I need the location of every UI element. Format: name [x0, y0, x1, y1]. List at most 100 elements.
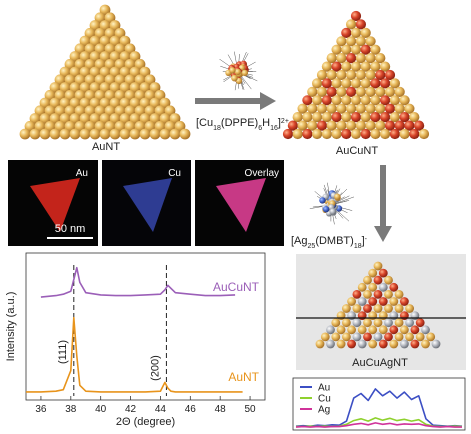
- atom: [370, 78, 381, 89]
- atom: [287, 120, 298, 131]
- atom: [94, 120, 106, 132]
- atom: [400, 297, 409, 306]
- atom: [355, 36, 366, 47]
- atom: [355, 103, 366, 114]
- atom: [320, 332, 330, 342]
- atom: [347, 339, 356, 349]
- atom: [34, 120, 46, 132]
- atom: [350, 61, 362, 72]
- atom: [336, 103, 347, 114]
- atom: [144, 105, 156, 117]
- atom: [119, 35, 131, 47]
- atom: [426, 332, 436, 342]
- atom: [341, 61, 352, 72]
- atom: [99, 35, 111, 47]
- atom: [307, 120, 318, 131]
- atom: [384, 103, 396, 114]
- atom: [312, 78, 323, 89]
- atom: [316, 69, 328, 81]
- atom: [69, 113, 81, 124]
- atom: [84, 27, 96, 39]
- atom: [321, 112, 332, 123]
- atom: [74, 89, 86, 101]
- x-tick-label: 46: [185, 404, 197, 415]
- atom: [342, 332, 351, 342]
- series-line: [40, 266, 236, 298]
- atom: [307, 86, 318, 97]
- atom: [54, 74, 66, 86]
- reagent-formula: [Cu18(DPPE)6H16]2+: [196, 117, 289, 132]
- atom: [154, 105, 166, 117]
- atom: [346, 69, 357, 81]
- series-label: AuCuNT: [213, 280, 260, 294]
- atom: [331, 78, 342, 89]
- atom: [346, 36, 357, 47]
- atom: [54, 105, 66, 117]
- atom: [375, 53, 386, 64]
- atom: [94, 105, 106, 117]
- atom: [129, 128, 141, 140]
- atom: [79, 97, 91, 109]
- atom: [394, 120, 405, 131]
- atom: [360, 44, 371, 55]
- atom: [104, 105, 116, 117]
- atom: [129, 66, 141, 78]
- atom: [129, 97, 141, 109]
- atom: [378, 339, 388, 349]
- atom: [326, 69, 337, 81]
- atom: [89, 97, 101, 109]
- atom: [297, 103, 308, 114]
- series-label: AuNT: [228, 370, 259, 384]
- atom: [360, 78, 371, 89]
- formula-part: (DPPE): [221, 117, 258, 129]
- atom: [410, 339, 420, 349]
- atom: [368, 325, 378, 335]
- atom: [109, 20, 121, 31]
- atom: [368, 268, 378, 278]
- atom: [109, 66, 121, 78]
- atom: [312, 128, 323, 140]
- atom: [34, 105, 46, 117]
- atom: [331, 112, 342, 123]
- atom: [321, 128, 332, 140]
- atom: [380, 95, 391, 106]
- atom: [129, 113, 141, 124]
- atom: [104, 27, 116, 39]
- atom: [316, 86, 328, 97]
- formula-part: [Ag: [291, 235, 308, 247]
- atom: [164, 120, 176, 132]
- atom: [326, 53, 337, 64]
- atom: [119, 82, 131, 93]
- atom: [144, 120, 156, 132]
- formula-part: (DMBT): [315, 235, 354, 247]
- atom: [159, 97, 171, 109]
- atom: [79, 128, 91, 140]
- atom: [315, 339, 325, 349]
- atom: [302, 128, 313, 140]
- atom: [380, 61, 391, 72]
- atom: [357, 297, 367, 306]
- atom: [99, 97, 111, 109]
- atom: [109, 82, 121, 93]
- atom: [134, 74, 146, 86]
- atom: [89, 66, 101, 78]
- atom: [389, 297, 399, 306]
- legend-label: Cu: [318, 394, 331, 405]
- eds-label: Au: [76, 168, 88, 179]
- atom: [357, 282, 367, 292]
- atom: [342, 318, 351, 328]
- atom: [39, 113, 51, 124]
- atom: [109, 128, 121, 140]
- atom: [394, 318, 404, 328]
- product-label: AuCuNT: [336, 145, 378, 157]
- atom: [64, 58, 76, 70]
- atom: [89, 82, 101, 93]
- atom: [370, 61, 381, 72]
- atom: [64, 105, 76, 117]
- atom: [357, 339, 367, 349]
- atom: [99, 4, 111, 16]
- atom: [373, 261, 383, 271]
- eds-label: Cu: [168, 168, 181, 179]
- atom: [54, 89, 66, 101]
- atom: [370, 95, 381, 106]
